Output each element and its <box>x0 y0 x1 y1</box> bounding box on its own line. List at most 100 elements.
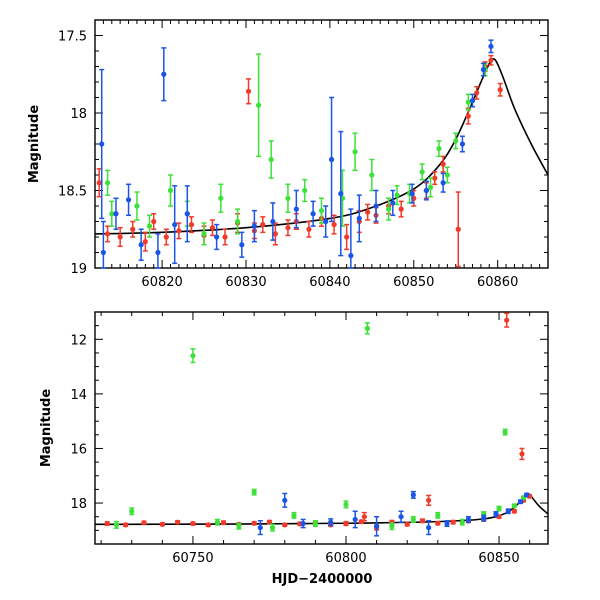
data-point-blue-bottom <box>444 520 450 528</box>
data-point-red-bottom <box>123 522 129 528</box>
point-marker <box>151 218 157 225</box>
point-marker <box>356 215 362 221</box>
x-tick-label-top: 60860 <box>477 275 518 290</box>
data-point-green-bottom <box>410 515 416 523</box>
data-point-red-top <box>272 222 278 246</box>
data-point-blue-top <box>488 39 494 54</box>
data-point-blue-top <box>161 47 167 102</box>
point-marker <box>502 429 508 435</box>
point-marker <box>465 99 471 105</box>
data-point-blue-top <box>423 180 429 201</box>
data-point-blue-top <box>469 93 476 108</box>
model-curve-bottom <box>94 492 549 526</box>
data-point-red-top <box>117 226 123 248</box>
point-marker <box>270 218 276 225</box>
data-point-red-top <box>245 78 252 105</box>
data-point-blue-top <box>214 223 220 251</box>
point-marker <box>348 253 354 259</box>
data-point-green-bottom <box>312 520 318 528</box>
point-marker <box>410 516 416 523</box>
data-point-green-bottom <box>435 511 441 519</box>
y-tick-label-bottom: 14 <box>70 388 87 403</box>
data-point-green-bottom <box>502 428 508 436</box>
point-marker <box>440 180 446 186</box>
data-point-blue-bottom <box>481 514 487 522</box>
data-point-blue-top <box>113 197 119 230</box>
data-point-red-bottom <box>282 522 288 528</box>
point-marker <box>390 200 396 206</box>
data-point-blue-bottom <box>300 518 306 529</box>
data-point-blue-bottom <box>328 518 334 527</box>
point-marker <box>167 187 174 194</box>
point-marker <box>113 211 119 217</box>
point-marker <box>444 520 450 527</box>
data-point-green-bottom <box>251 488 257 496</box>
data-point-green-bottom <box>389 522 395 531</box>
point-marker <box>155 249 161 256</box>
plot-frame-top <box>94 19 549 269</box>
data-point-red-bottom <box>450 519 456 525</box>
data-point-red-bottom <box>175 519 181 525</box>
point-marker <box>130 226 136 232</box>
data-point-blue-top <box>310 200 316 227</box>
data-point-green-top <box>386 197 392 221</box>
point-marker <box>361 514 367 520</box>
point-marker <box>123 522 129 528</box>
y-axis-title-top: Magnitude <box>27 105 42 184</box>
point-marker <box>176 228 182 234</box>
point-marker <box>465 516 472 523</box>
data-point-green-top <box>453 132 459 150</box>
point-marker <box>269 525 276 531</box>
point-marker <box>239 242 245 248</box>
data-point-blue-top <box>390 189 396 217</box>
point-marker <box>338 191 344 197</box>
data-point-red-bottom <box>426 494 432 506</box>
data-point-blue-top <box>323 205 329 238</box>
data-point-blue-bottom <box>465 515 472 523</box>
data-point-red-top <box>285 219 291 237</box>
x-tick-label-top: 60820 <box>141 275 182 290</box>
x-tick-label-bottom: 60750 <box>172 551 213 566</box>
model-curve-top <box>94 57 549 235</box>
data-point-red-bottom <box>104 520 110 527</box>
data-point-blue-top <box>328 96 335 223</box>
point-marker <box>251 223 257 229</box>
point-marker <box>142 239 148 245</box>
point-marker <box>146 223 153 229</box>
point-marker <box>113 522 120 528</box>
point-marker <box>188 222 195 228</box>
data-point-red-bottom <box>496 514 502 520</box>
data-point-red-bottom <box>251 520 257 526</box>
x-tick-label-bottom: 60850 <box>478 551 519 566</box>
data-point-red-top <box>465 107 471 125</box>
data-point-blue-bottom <box>493 511 499 517</box>
point-marker <box>318 208 325 214</box>
x-tick-label-bottom: 60800 <box>325 551 366 566</box>
data-point-red-top <box>130 220 136 238</box>
data-point-red-bottom <box>519 447 525 461</box>
y-tick-label-bottom: 16 <box>70 442 87 457</box>
point-marker <box>453 138 459 144</box>
y-tick-label-bottom: 18 <box>70 497 87 512</box>
point-marker <box>214 519 221 525</box>
point-marker <box>404 521 410 527</box>
point-marker <box>161 71 167 77</box>
point-marker <box>444 172 450 178</box>
point-marker <box>134 203 140 209</box>
data-point-green-top <box>146 214 153 238</box>
point-marker <box>426 525 432 531</box>
data-point-green-top <box>465 93 471 111</box>
point-marker <box>455 226 461 232</box>
point-marker <box>488 43 494 49</box>
data-point-blue-top <box>100 220 106 269</box>
data-point-blue-bottom <box>398 510 404 523</box>
point-marker <box>129 508 135 514</box>
point-marker <box>364 325 371 331</box>
data-point-red-top <box>222 228 228 246</box>
point-marker <box>251 489 257 495</box>
data-point-red-top <box>151 213 157 230</box>
data-point-green-top <box>352 132 358 172</box>
point-marker <box>427 184 434 190</box>
data-point-red-top <box>176 222 182 240</box>
